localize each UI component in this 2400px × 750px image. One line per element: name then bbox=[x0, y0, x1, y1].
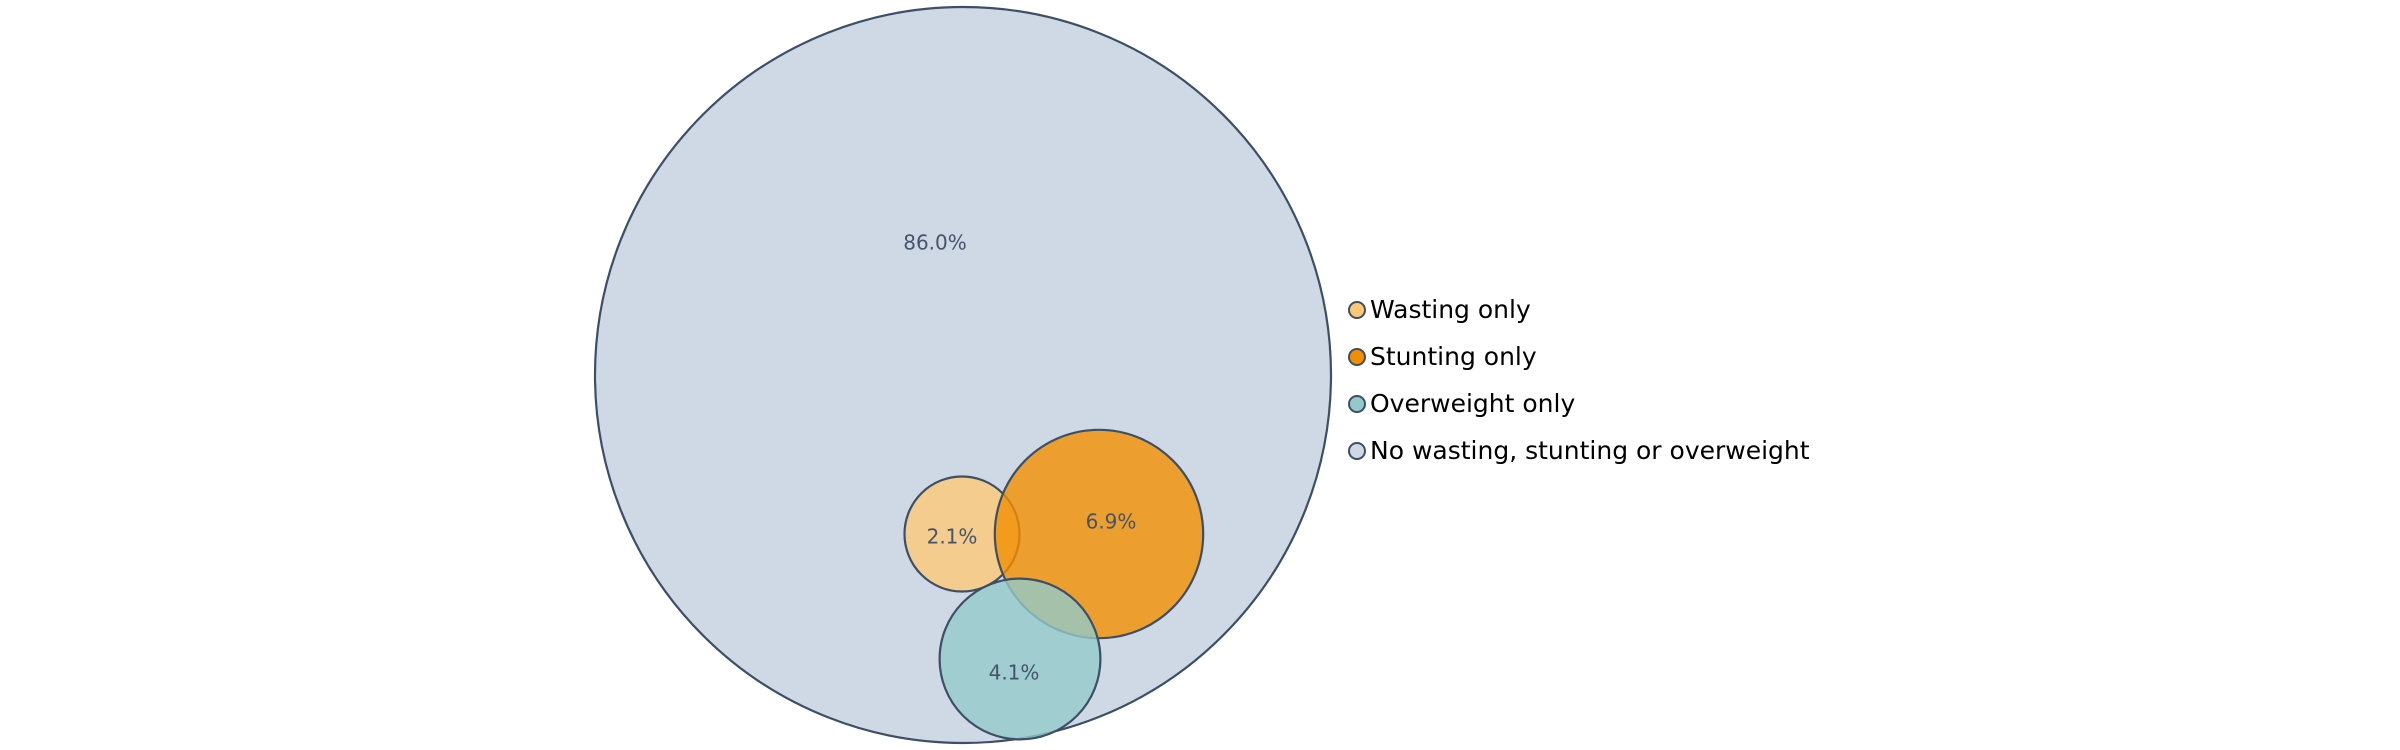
bubble-overweight-label: 4.1% bbox=[989, 661, 1040, 685]
legend-marker-overweight bbox=[1348, 394, 1366, 413]
bubble-overweight[interactable] bbox=[938, 577, 1102, 741]
legend-label-stunting: Stunting only bbox=[1370, 342, 1537, 371]
bubbles-group bbox=[593, 5, 1333, 745]
legend-item-overweight[interactable]: Overweight only bbox=[1348, 380, 1810, 427]
legend-item-stunting[interactable]: Stunting only bbox=[1348, 333, 1810, 380]
legend-item-none[interactable]: No wasting, stunting or overweight bbox=[1348, 427, 1810, 474]
legend-item-wasting[interactable]: Wasting only bbox=[1348, 286, 1810, 333]
legend-label-overweight: Overweight only bbox=[1370, 389, 1576, 418]
legend-marker-stunting bbox=[1348, 347, 1366, 366]
bubble-labels-group: 86.0% 2.1% 6.9% 4.1% bbox=[903, 231, 1136, 685]
legend-marker-wasting bbox=[1348, 300, 1366, 319]
legend-label-none: No wasting, stunting or overweight bbox=[1370, 436, 1810, 465]
bubble-wasting-label: 2.1% bbox=[927, 525, 978, 549]
bubble-none-label: 86.0% bbox=[903, 231, 967, 255]
legend-marker-none bbox=[1348, 441, 1366, 460]
legend: Wasting only Stunting only Overweight on… bbox=[1348, 286, 1810, 474]
bubble-stunting-label: 6.9% bbox=[1086, 510, 1137, 534]
legend-label-wasting: Wasting only bbox=[1370, 295, 1531, 324]
